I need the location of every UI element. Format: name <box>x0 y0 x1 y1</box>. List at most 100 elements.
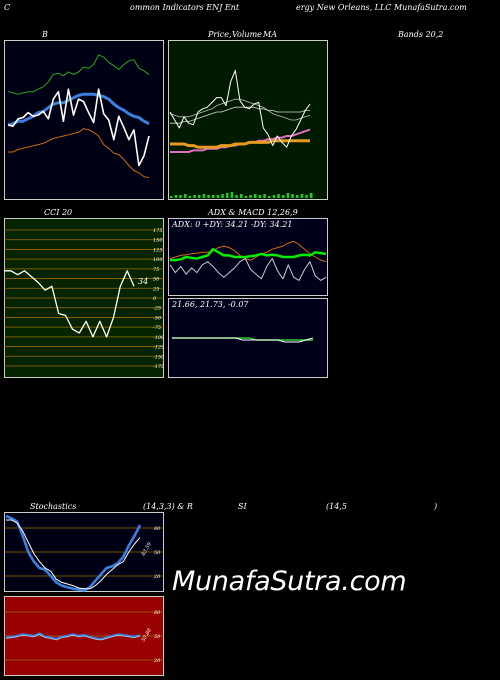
volume-bar <box>263 194 266 198</box>
cci-tick-label: -50 <box>153 315 162 321</box>
ma-price-line <box>169 69 311 148</box>
rsi-title-params: (14,5 <box>326 502 347 511</box>
adx-panel: ADX: 0 +DY: 34.21 -DY: 34.21 <box>168 218 328 296</box>
adx-minus-di-line <box>169 240 327 263</box>
cci-tick-label: -25 <box>153 306 161 312</box>
adx-title: ADX & MACD 12,26,9 <box>208 208 298 217</box>
price-ma-chart <box>168 40 328 200</box>
stoch-title: Stochastics <box>30 502 77 511</box>
rsi-tick-label: 50 <box>154 634 161 640</box>
bollinger-panel <box>4 40 164 200</box>
rsi-line <box>5 632 141 641</box>
cci-tick-label: -75 <box>153 325 161 331</box>
bb-lower-line <box>8 128 150 179</box>
volume-bar <box>221 194 224 198</box>
cci-tick-label: 50 <box>153 277 160 283</box>
stoch-d-line <box>6 519 141 590</box>
rsi-title: SI <box>238 502 247 511</box>
volume-bar <box>212 195 215 198</box>
volume-bar <box>282 195 285 198</box>
cci-chart: 175 150 125 100 75 50 25 0 -25 -50 -75 -100 -125 -150… <box>4 218 164 378</box>
cci-tick-label: -100 <box>153 335 164 341</box>
volume-bar <box>179 195 182 198</box>
volume-bar <box>207 195 210 198</box>
ma-title-ma: MA <box>263 30 277 39</box>
volume-bar <box>249 195 252 198</box>
ma-orange-line <box>170 139 310 149</box>
bollinger-chart <box>4 40 164 200</box>
bands-title: Bands 20,2 <box>398 30 444 39</box>
bb-price-line <box>7 88 150 167</box>
rsi-tick-label: 20 <box>153 658 161 664</box>
volume-bar <box>202 194 206 198</box>
cci-title: CCI 20 <box>44 208 73 217</box>
volume-bar <box>188 196 192 198</box>
stochastics-panel: 80 50 20 83.59 <box>4 512 164 592</box>
stoch-tick-label: 50 <box>154 550 161 556</box>
cci-tick-label: -150 <box>153 354 164 360</box>
rsi-panel: 80 50 20 50.88 <box>4 596 164 676</box>
macd-chart <box>168 298 328 378</box>
volume-bar <box>291 194 294 198</box>
cci-panel: 175 150 125 100 75 50 25 0 -25 -50 -75 -100 -125 -150… <box>4 218 164 378</box>
rsi-title-close: ) <box>434 502 438 511</box>
volume-bar <box>226 193 229 198</box>
macd-panel: 21.66, 21.73, -0.07 <box>168 298 328 378</box>
bb-upper-line <box>7 54 150 95</box>
cci-tick-label: -125 <box>153 345 164 351</box>
adx-plus-di-line <box>170 247 327 262</box>
macd-line <box>172 337 314 343</box>
adx-line <box>169 258 327 281</box>
header-left: C <box>4 3 11 12</box>
volume-bar <box>296 195 299 198</box>
volume-bar <box>174 195 178 198</box>
header-title-part2: ergy New Orleans, LLC MunafaSutra.com <box>296 3 467 12</box>
volume-bar <box>198 195 201 198</box>
volume-bar <box>184 194 187 198</box>
volume-bar <box>244 196 248 198</box>
cci-tick-label: 75 <box>153 267 159 273</box>
ma-title-price: Price, <box>208 30 232 39</box>
volume-bar <box>193 195 196 198</box>
ma-mid-line <box>170 106 310 124</box>
watermark: MunafaSutra.com <box>172 566 407 597</box>
volume-bar <box>230 192 234 198</box>
volume-bar <box>300 194 304 198</box>
volume-bar <box>310 193 313 198</box>
cci-tick-label: 25 <box>152 286 159 292</box>
rsi-tick-label: 80 <box>154 610 161 616</box>
volume-bar <box>272 195 276 198</box>
volume-bar <box>305 195 308 198</box>
bb-title: B <box>42 30 48 39</box>
volume-bar <box>268 196 271 198</box>
cci-tick-label: 150 <box>153 238 163 244</box>
stoch-tick-label: 80 <box>154 526 161 532</box>
ma-title-volume: Volume <box>232 30 262 39</box>
volume-bar <box>216 195 220 198</box>
adx-stats: ADX: 0 +DY: 34.21 -DY: 34.21 <box>172 220 293 229</box>
adx-chart <box>168 218 328 296</box>
cci-tick-label: 0 <box>153 296 157 302</box>
volume-bar <box>258 195 262 198</box>
macd-stats: 21.66, 21.73, -0.07 <box>172 300 249 309</box>
cci-tick-label: 125 <box>153 247 163 253</box>
cci-tick-label: -175 <box>153 364 164 370</box>
volume-bar <box>286 193 290 198</box>
rsi-thin-line <box>5 634 141 641</box>
stoch-tick-label: 20 <box>153 574 161 580</box>
volume-bar <box>254 194 257 198</box>
stoch-title-params: (14,3,3) & R <box>143 502 193 511</box>
stoch-k-line <box>5 514 142 592</box>
header-title-part1: ommon Indicators ENJ Ent <box>130 3 240 12</box>
volume-bar <box>170 196 173 198</box>
price-ma-panel <box>168 40 328 200</box>
volume-bar <box>240 194 243 198</box>
volume-bar <box>235 195 238 198</box>
bb-middle-line <box>7 92 150 127</box>
cci-tick-label: 100 <box>153 257 163 263</box>
cci-value-label: 34 <box>138 277 148 286</box>
volume-bar <box>277 194 280 198</box>
cci-line <box>4 270 135 338</box>
